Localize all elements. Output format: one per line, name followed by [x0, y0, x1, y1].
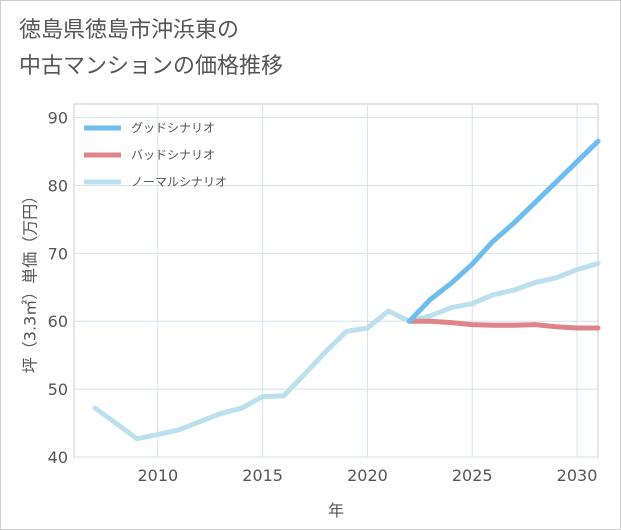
legend-label-1: バッドシナリオ	[131, 148, 215, 162]
series-2-point-17	[450, 307, 452, 309]
series-2-point-1	[115, 422, 117, 424]
y-tick-label: 60	[48, 312, 68, 331]
series-0-point-9	[597, 140, 599, 142]
series-2-point-4	[178, 429, 180, 431]
series-1-point-3	[471, 324, 473, 326]
x-axis-title: 年	[328, 501, 344, 520]
series-2-point-2	[136, 438, 138, 440]
series-0-point-5	[513, 222, 515, 224]
series-2-point-13	[366, 327, 368, 329]
plot-area	[73, 103, 599, 458]
x-tick-label: 2015	[242, 466, 283, 485]
series-1-point-6	[534, 324, 536, 326]
series-2-point-16	[429, 315, 431, 317]
series-0-point-8	[576, 161, 578, 163]
series-2-point-24	[597, 263, 599, 265]
y-tick-label: 40	[48, 448, 68, 467]
legend-label-2: ノーマルシナリオ	[131, 175, 227, 189]
series-2-point-0	[94, 407, 96, 409]
series-2-point-7	[241, 407, 243, 409]
series-2-point-20	[513, 289, 515, 291]
series-0-point-0	[408, 320, 410, 322]
series-2-point-9	[283, 395, 285, 397]
series-line-1	[406, 318, 601, 331]
series-1-point-4	[492, 324, 494, 326]
y-tick-label: 80	[48, 176, 68, 195]
x-tick-label: 2030	[557, 466, 598, 485]
series-2-point-12	[345, 330, 347, 332]
y-tick-label: 90	[48, 109, 68, 128]
y-axis-title: 坪（3.3㎡）単価（万円）	[21, 188, 40, 373]
series-1-point-9	[597, 327, 599, 329]
series-2-point-11	[325, 351, 327, 353]
chart-title: 徳島県徳島市沖浜東の 中古マンションの価格推移	[19, 18, 284, 79]
series-2-point-23	[576, 269, 578, 271]
series-0-point-4	[492, 240, 494, 242]
series-0-point-3	[471, 263, 473, 265]
series-2-point-5	[199, 421, 201, 423]
series-0-point-1	[429, 299, 431, 301]
series-2-point-8	[262, 396, 264, 398]
series-line-0	[406, 138, 601, 324]
y-tick-label: 70	[48, 244, 68, 263]
series-1-point-7	[555, 326, 557, 328]
series-2-point-14	[387, 310, 389, 312]
series-2-point-21	[534, 282, 536, 284]
series-0-point-2	[450, 282, 452, 284]
series-1-point-2	[450, 322, 452, 324]
series-2-point-10	[304, 373, 306, 375]
legend-label-0: グッドシナリオ	[131, 121, 215, 135]
series-0-point-6	[534, 201, 536, 203]
series-0-point-7	[555, 181, 557, 183]
series-2-point-3	[157, 434, 159, 436]
y-tick-label: 50	[48, 380, 68, 399]
series-1-point-1	[429, 320, 431, 322]
x-tick-label: 2025	[452, 466, 493, 485]
series-1-point-8	[576, 327, 578, 329]
x-tick-label: 2010	[137, 466, 178, 485]
x-tick-label: 2020	[347, 466, 388, 485]
series-2-point-18	[471, 303, 473, 305]
series-2-point-19	[492, 294, 494, 296]
series-2-point-6	[220, 413, 222, 415]
series-1-point-5	[513, 324, 515, 326]
series-2-point-22	[555, 277, 557, 279]
